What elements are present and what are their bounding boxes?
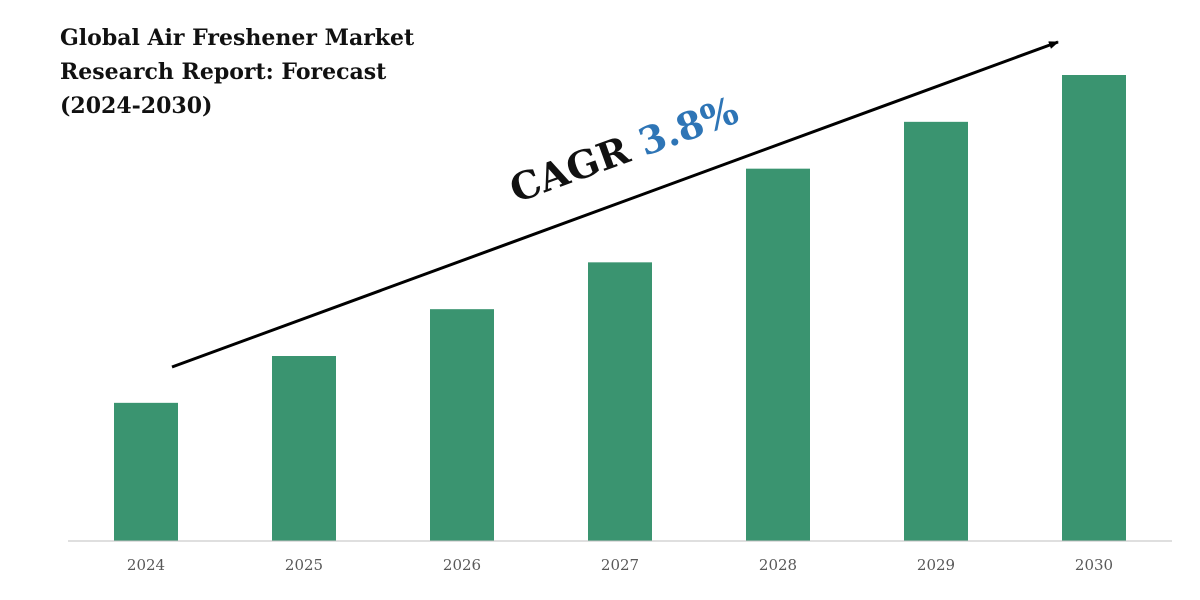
bar-2025: [272, 356, 336, 541]
bar-2027: [588, 262, 652, 541]
x-tick-label-2025: 2025: [285, 556, 323, 574]
x-tick-label-2024: 2024: [127, 556, 165, 574]
chart-title-line-3: (2024-2030): [60, 93, 212, 119]
x-tick-label-2027: 2027: [601, 556, 639, 574]
cagr-annotation: CAGR 3.8%: [504, 87, 744, 211]
bar-2030: [1062, 75, 1126, 541]
x-tick-label-2028: 2028: [759, 556, 797, 574]
cagr-value: 3.8%: [632, 87, 743, 164]
trend-arrow: [171, 40, 1059, 369]
bar-2024: [114, 402, 178, 541]
trend-arrow-line: [171, 40, 1059, 369]
chart-title-line-1: Global Air Freshener Market: [60, 25, 415, 51]
x-tick-label-2030: 2030: [1075, 556, 1113, 574]
chart-title-line-2: Research Report: Forecast: [60, 59, 387, 85]
bar-2029: [904, 121, 968, 541]
chart-title: Global Air Freshener Market Research Rep…: [60, 25, 415, 119]
x-tick-label-2029: 2029: [917, 556, 955, 574]
bar-2028: [746, 168, 810, 541]
bar-2026: [430, 309, 494, 541]
x-tick-label-2026: 2026: [443, 556, 481, 574]
cagr-label: CAGR: [504, 127, 636, 212]
x-axis-tick-labels: 2024 2025 2026 2027 2028 2029 2030: [127, 556, 1113, 574]
bar-series: [114, 75, 1126, 541]
